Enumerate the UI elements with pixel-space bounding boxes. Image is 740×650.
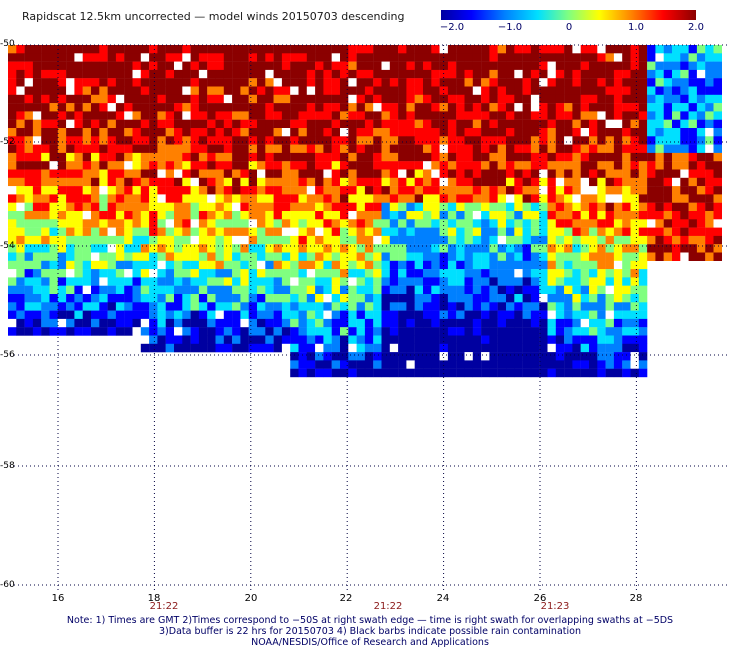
lat-label-54: -54	[0, 241, 15, 251]
colorbar-label-zero: 0	[565, 22, 573, 33]
time-label-2: 21:22	[373, 601, 403, 612]
lat-label-60: -60	[0, 580, 15, 590]
colorbar-label-neg1: −1.0	[497, 22, 523, 33]
footnotes: Note: 1) Times are GMT 2)Times correspon…	[0, 615, 740, 648]
lat-label-58: -58	[0, 461, 15, 471]
note-line-2: 3)Data buffer is 22 hrs for 20150703 4) …	[159, 626, 581, 637]
lon-label-24: 24	[436, 593, 450, 604]
map-grid	[10, 44, 730, 590]
lon-label-20: 20	[244, 593, 258, 604]
lon-label-28: 28	[629, 593, 643, 604]
time-label-3: 21:23	[540, 601, 570, 612]
lon-label-26: 26	[533, 593, 547, 604]
wind-map-plot	[8, 44, 730, 590]
colorbar-label-pos1: 1.0	[628, 22, 644, 33]
colorbar	[441, 10, 696, 20]
wind-cells	[8, 45, 722, 378]
lat-label-52: -52	[0, 137, 15, 147]
note-line-1: Note: 1) Times are GMT 2)Times correspon…	[66, 615, 674, 626]
lon-label-16: 16	[51, 593, 65, 604]
colorbar-label-max: 2.0	[688, 22, 704, 33]
lat-label-50: -50	[0, 39, 15, 49]
note-line-3: NOAA/NESDIS/Office of Research and Appli…	[251, 637, 489, 648]
map-title: Rapidscat 12.5km uncorrected — model win…	[22, 10, 405, 23]
colorbar-label-min: −2.0	[439, 22, 465, 33]
lon-label-18: 18	[147, 593, 161, 604]
time-label-1: 21:22	[149, 601, 179, 612]
lon-label-22: 22	[339, 593, 353, 604]
lat-label-56: -56	[0, 350, 15, 360]
